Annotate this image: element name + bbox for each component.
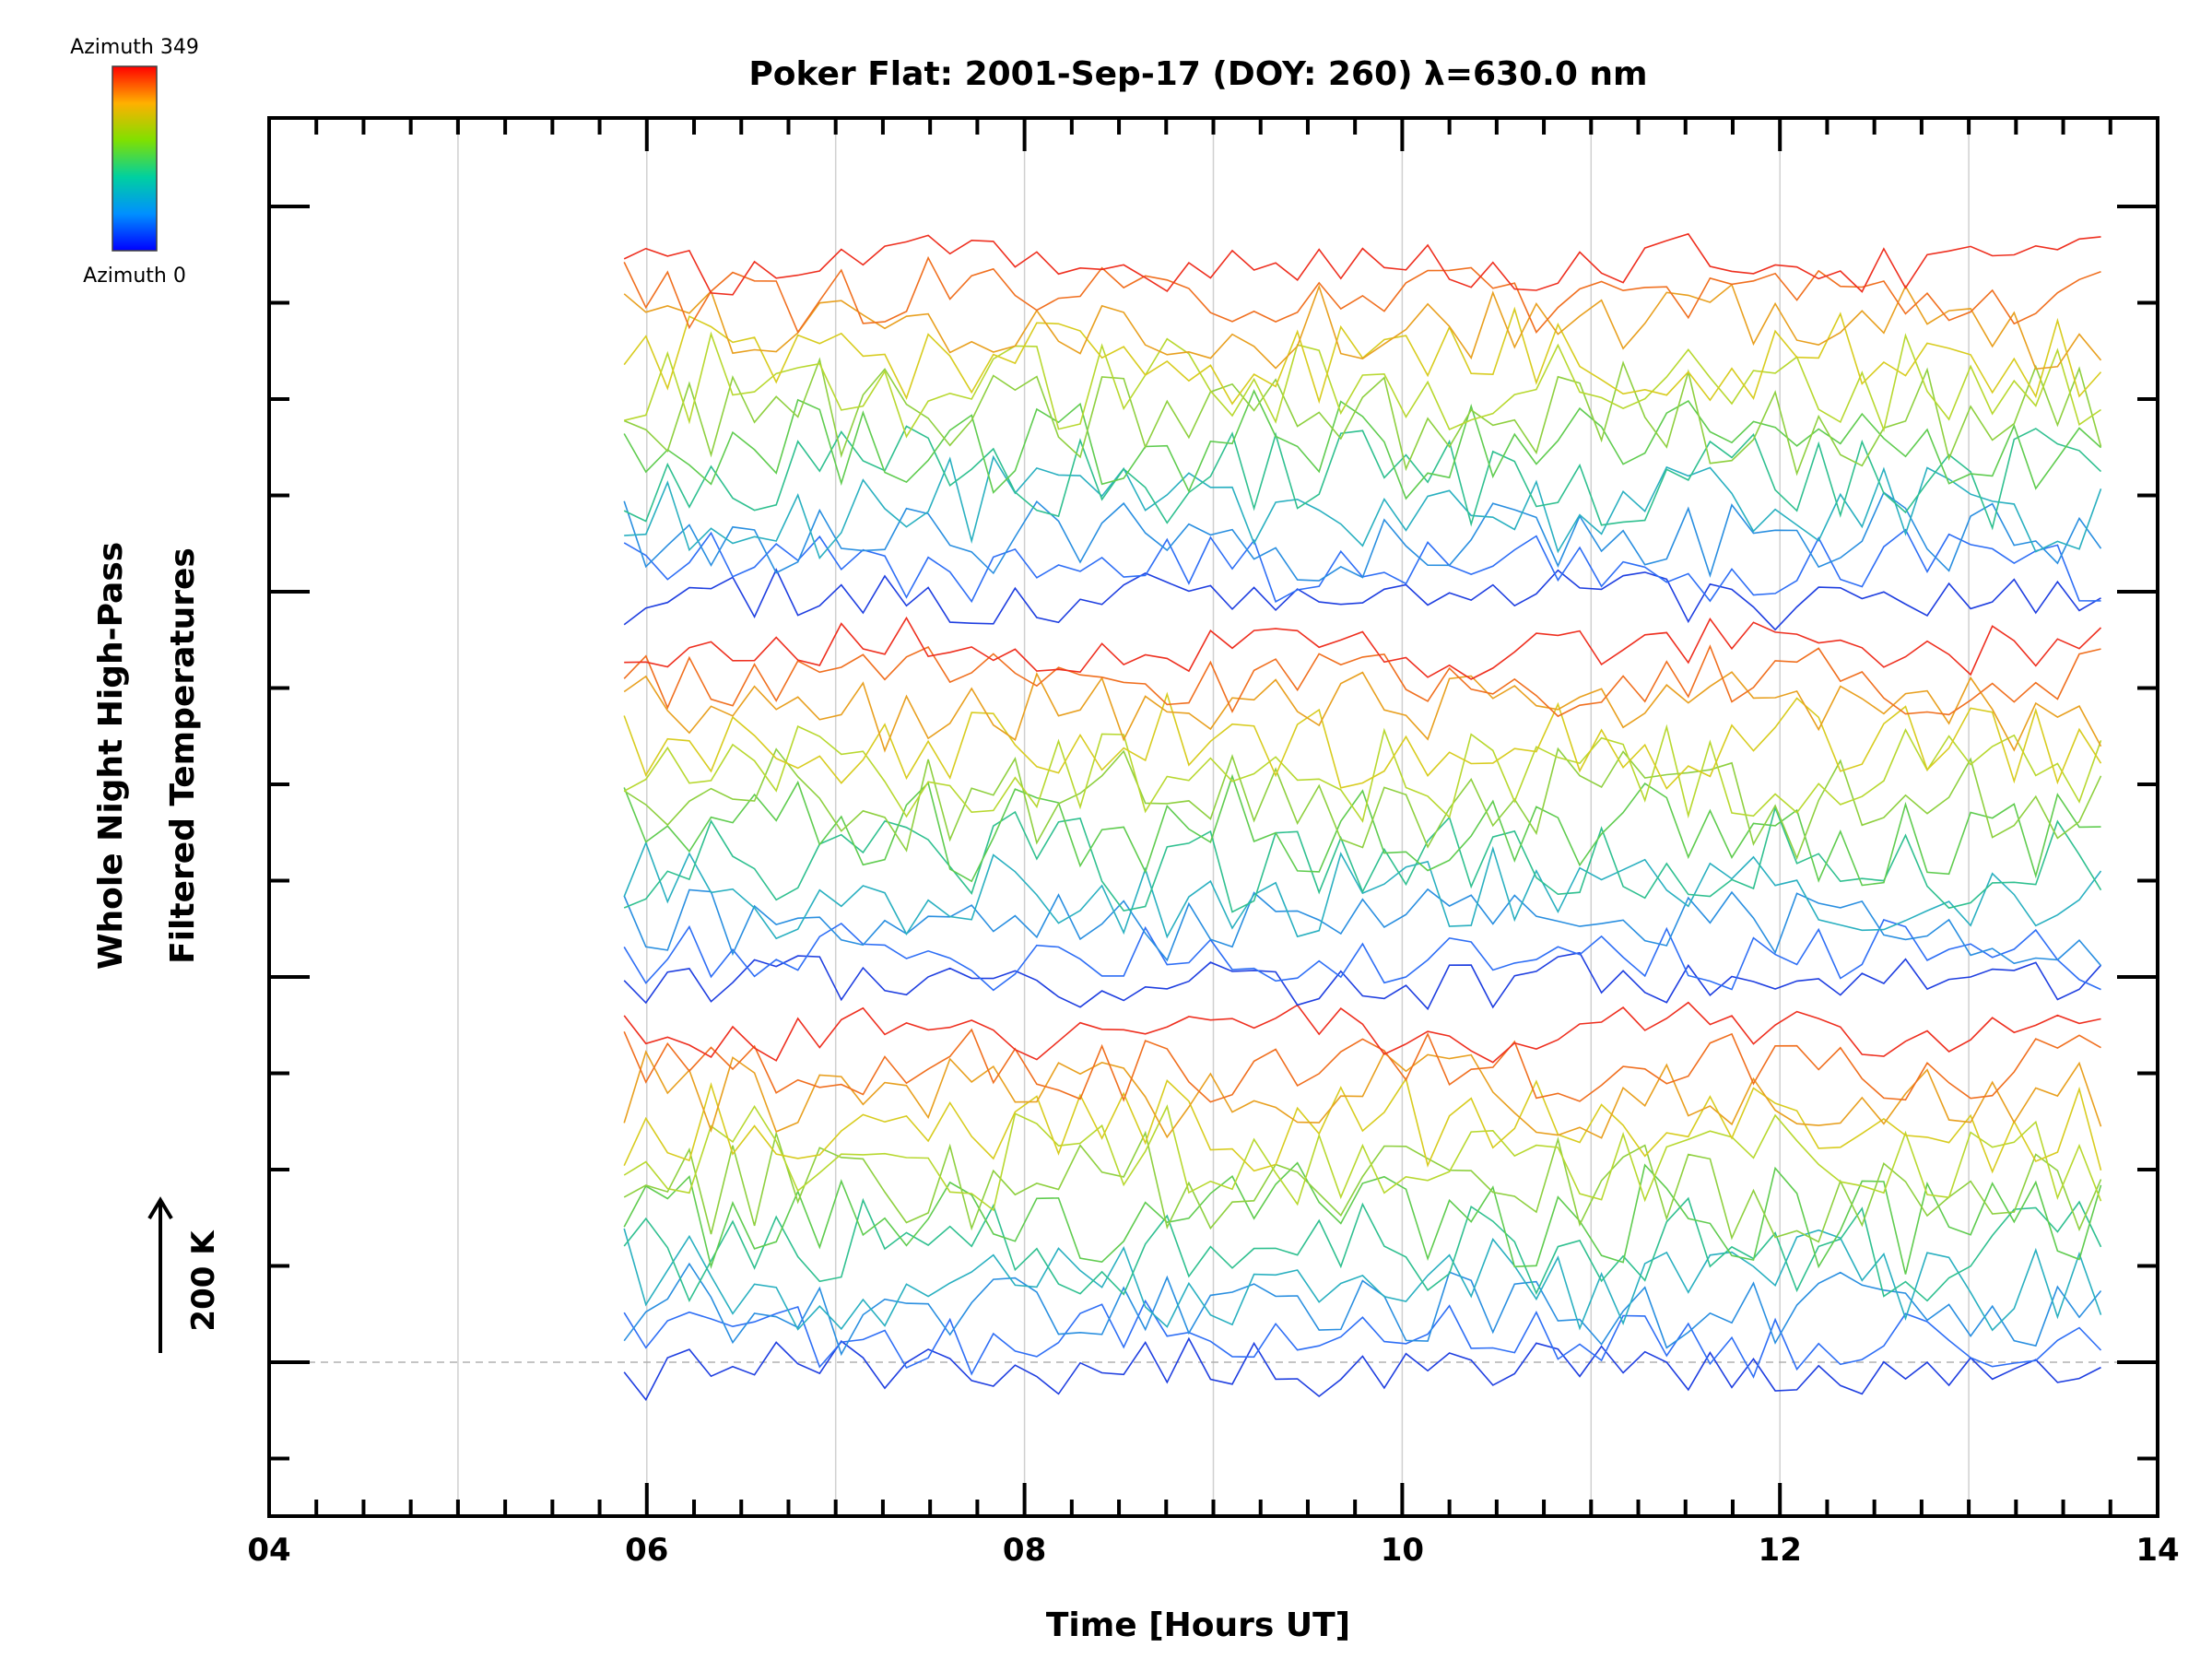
scale-arrow-head <box>147 1196 173 1220</box>
x-tick-label: 14 <box>2136 1532 2179 1569</box>
trace-azimuth <box>623 691 2102 790</box>
trace-azimuth <box>624 454 2102 559</box>
trace-azimuth <box>623 1262 2102 1357</box>
trace-azimuth <box>623 644 2101 718</box>
x-axis-label: Time [Hours UT] <box>1046 1606 1350 1644</box>
trace-azimuth <box>624 616 2102 680</box>
temperature-traces <box>623 232 2102 1402</box>
trace-azimuth <box>624 331 2101 439</box>
trace-azimuth <box>623 389 2102 500</box>
x-tick-label: 04 <box>247 1532 290 1569</box>
y-axis-label-line1: Whole Night High-Pass <box>92 542 130 970</box>
trace-azimuth <box>623 1196 2102 1303</box>
trace-azimuth <box>623 255 2101 335</box>
chart-title: Poker Flat: 2001-Sep-17 (DOY: 260) λ=630… <box>748 55 1647 93</box>
grid-lines <box>457 118 1970 1516</box>
trace-azimuth <box>623 805 2102 913</box>
tick-labels: 04 06 08 10 12 14 <box>247 1532 2179 1569</box>
x-tick-label: 10 <box>1381 1532 1424 1569</box>
trace-azimuth <box>623 1336 2101 1402</box>
x-tick-label: 06 <box>625 1532 668 1569</box>
trace-azimuth <box>623 1001 2101 1064</box>
y-axis-label-line2-group: Filtered Temperatures <box>164 547 202 964</box>
trace-azimuth <box>623 888 2102 967</box>
trace-azimuth <box>623 1050 2102 1139</box>
x-tick-label: 08 <box>1003 1532 1046 1569</box>
scale-arrow <box>147 1196 173 1353</box>
scale-label: 200 K <box>185 1230 222 1332</box>
trace-azimuth <box>623 1104 2102 1212</box>
trace-azimuth <box>623 1028 2101 1103</box>
trace-azimuth <box>623 919 2101 992</box>
trace-azimuth <box>623 724 2102 823</box>
trace-azimuth <box>623 747 2102 861</box>
colorbar-bottom-label: Azimuth 0 <box>83 265 186 288</box>
colorbar-gradient <box>112 65 158 252</box>
axis-ticks <box>267 118 2159 1516</box>
trace-azimuth <box>623 232 2101 296</box>
trace-azimuth <box>623 283 2102 371</box>
trace-azimuth <box>623 671 2102 753</box>
trace-azimuth <box>623 425 2102 531</box>
trace-azimuth <box>623 1161 2102 1275</box>
trace-azimuth <box>623 1228 2102 1332</box>
trace-azimuth <box>623 1077 2102 1174</box>
trace-azimuth <box>623 491 2102 582</box>
trace-azimuth <box>623 1130 2102 1243</box>
y-axis-label-line1-group: Whole Night High-Pass <box>92 542 130 970</box>
trace-azimuth <box>623 357 2102 477</box>
x-tick-label: 12 <box>1759 1532 1802 1569</box>
y-axis-label-line2: Filtered Temperatures <box>164 547 202 964</box>
trace-azimuth <box>623 1299 2102 1379</box>
colorbar-top-label: Azimuth 349 <box>70 36 199 59</box>
trace-azimuth <box>623 773 2101 887</box>
trace-azimuth <box>623 951 2102 1011</box>
trace-azimuth <box>623 568 2101 631</box>
scale-label-group: 200 K <box>185 1230 222 1332</box>
colorbar-legend: Azimuth 349 Azimuth 0 <box>70 36 199 288</box>
